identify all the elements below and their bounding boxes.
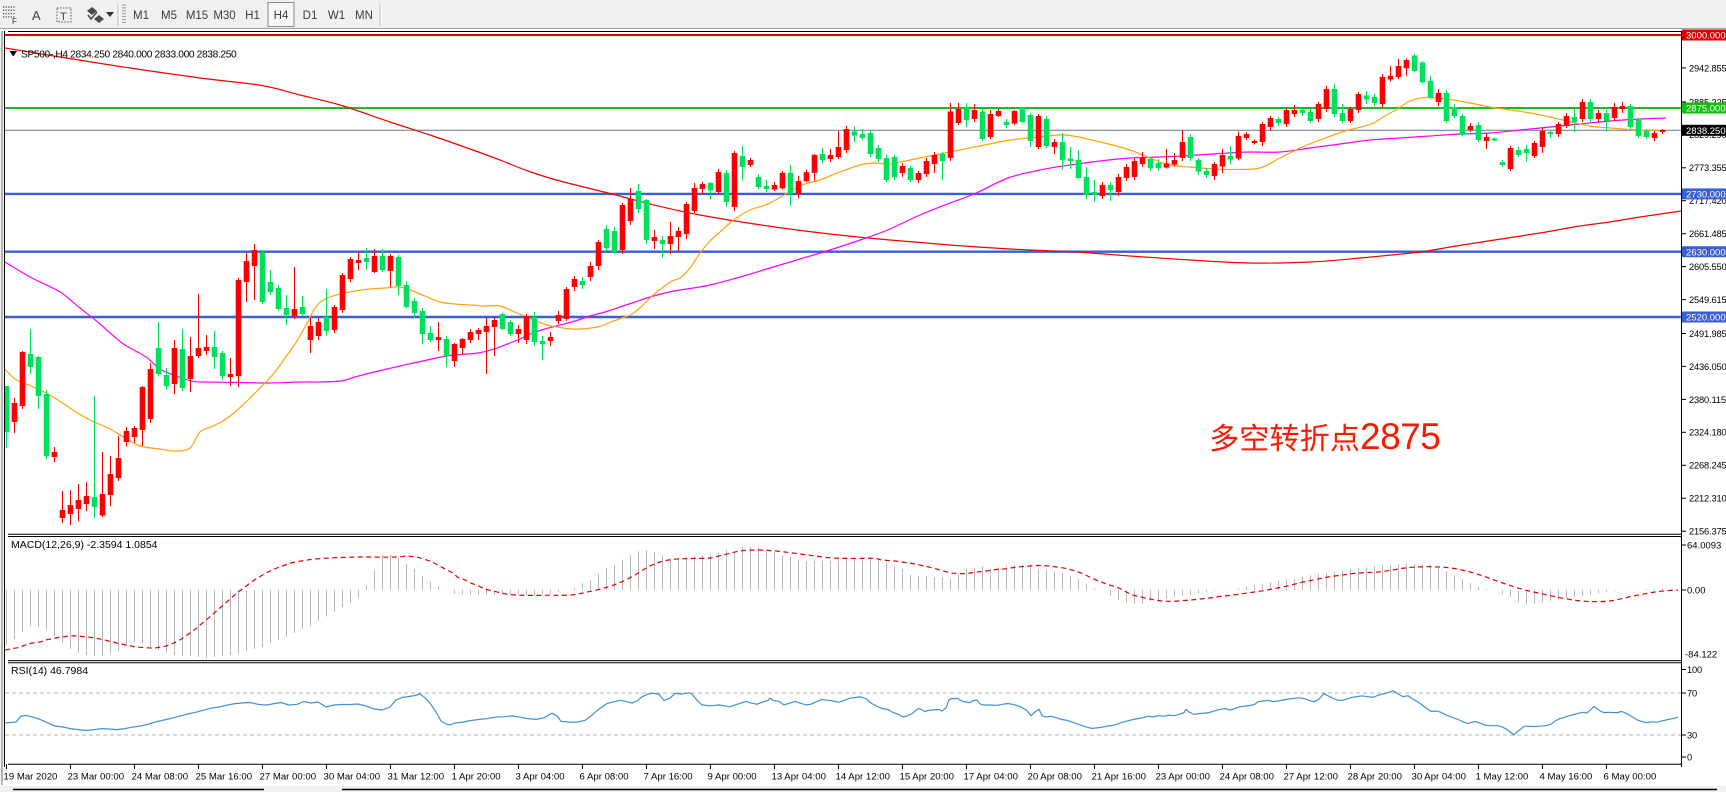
svg-text:100: 100 [1687,665,1702,675]
svg-text:0: 0 [1687,752,1692,762]
svg-text:2838.250: 2838.250 [1686,126,1726,137]
svg-text:6 Apr 08:00: 6 Apr 08:00 [580,772,629,783]
svg-text:70: 70 [1687,688,1697,698]
svg-text:F: F [12,17,17,26]
svg-text:3 Apr 04:00: 3 Apr 04:00 [516,772,565,783]
svg-text:2605.550: 2605.550 [1689,262,1726,272]
svg-text:2661.485: 2661.485 [1689,229,1726,239]
svg-text:2875: 2875 [1360,416,1440,457]
svg-text:M5: M5 [161,10,177,22]
svg-text:MN: MN [355,10,373,22]
svg-text:9 Apr 00:00: 9 Apr 00:00 [708,772,757,783]
svg-text:RSI(14) 46.7984: RSI(14) 46.7984 [11,665,88,677]
svg-text:1 Apr 20:00: 1 Apr 20:00 [452,772,501,783]
svg-text:2380.115: 2380.115 [1689,395,1726,405]
svg-text:4 May 16:00: 4 May 16:00 [1540,772,1593,783]
svg-text:2268.245: 2268.245 [1689,461,1726,471]
svg-text:2717.420: 2717.420 [1689,196,1726,206]
svg-text:2549.615: 2549.615 [1689,295,1726,305]
svg-text:21 Apr 16:00: 21 Apr 16:00 [1092,772,1146,783]
svg-text:20 Apr 08:00: 20 Apr 08:00 [1028,772,1082,783]
svg-text:H1: H1 [245,10,260,22]
svg-text:27 Apr 12:00: 27 Apr 12:00 [1284,772,1338,783]
svg-text:30 Apr 04:00: 30 Apr 04:00 [1412,772,1466,783]
svg-text:28 Apr 20:00: 28 Apr 20:00 [1348,772,1402,783]
svg-text:H4: H4 [274,10,289,22]
svg-text:MACD(12,26,9) -2.3594 1.0854: MACD(12,26,9) -2.3594 1.0854 [11,539,158,551]
svg-text:15 Apr 20:00: 15 Apr 20:00 [900,772,954,783]
svg-text:1 May 12:00: 1 May 12:00 [1476,772,1529,783]
svg-text:M30: M30 [213,10,235,22]
svg-text:24 Mar 08:00: 24 Mar 08:00 [132,772,189,783]
svg-text:23 Mar 00:00: 23 Mar 00:00 [68,772,125,783]
svg-text:2491.985: 2491.985 [1689,329,1726,339]
svg-text:A: A [32,8,41,23]
svg-text:31 Mar 12:00: 31 Mar 12:00 [388,772,445,783]
svg-text:25 Mar 16:00: 25 Mar 16:00 [196,772,253,783]
svg-text:3000.000: 3000.000 [1686,31,1726,42]
svg-text:2212.310: 2212.310 [1689,494,1726,504]
svg-text:M15: M15 [186,10,208,22]
svg-text:2520.000: 2520.000 [1686,313,1726,324]
svg-text:2156.375: 2156.375 [1689,527,1726,537]
svg-text:14 Apr 12:00: 14 Apr 12:00 [836,772,890,783]
svg-text:M1: M1 [133,10,149,22]
svg-text:2885.225: 2885.225 [1689,97,1726,107]
svg-text:2436.050: 2436.050 [1689,362,1726,372]
svg-text:W1: W1 [328,10,345,22]
svg-text:30: 30 [1687,730,1697,740]
svg-text:19 Mar 2020: 19 Mar 2020 [4,772,58,783]
svg-text:2730.000: 2730.000 [1686,190,1726,201]
svg-text:T: T [60,11,67,23]
svg-text:23 Apr 00:00: 23 Apr 00:00 [1156,772,1210,783]
svg-text:30 Mar 04:00: 30 Mar 04:00 [324,772,381,783]
svg-text:2324.180: 2324.180 [1689,428,1726,438]
svg-text:7 Apr 16:00: 7 Apr 16:00 [644,772,693,783]
svg-text:17 Apr 04:00: 17 Apr 04:00 [964,772,1018,783]
svg-text:D1: D1 [303,10,318,22]
svg-text:2942.855: 2942.855 [1689,63,1726,73]
svg-text:13 Apr 04:00: 13 Apr 04:00 [772,772,826,783]
svg-text:27 Mar 00:00: 27 Mar 00:00 [260,772,317,783]
svg-text:2773.355: 2773.355 [1689,163,1726,173]
svg-text:SP500-,H4 2834.250 2840.000 2: SP500-,H4 2834.250 2840.000 2833.000 283… [21,50,237,61]
svg-text:64.0093: 64.0093 [1687,540,1721,551]
svg-text:-84.122: -84.122 [1685,649,1717,660]
svg-text:6 May 00:00: 6 May 00:00 [1604,772,1657,783]
svg-text:2630.000: 2630.000 [1686,247,1726,258]
svg-text:24 Apr 08:00: 24 Apr 08:00 [1220,772,1274,783]
svg-text:2875.000: 2875.000 [1686,104,1726,115]
svg-text:0.00: 0.00 [1687,585,1706,596]
